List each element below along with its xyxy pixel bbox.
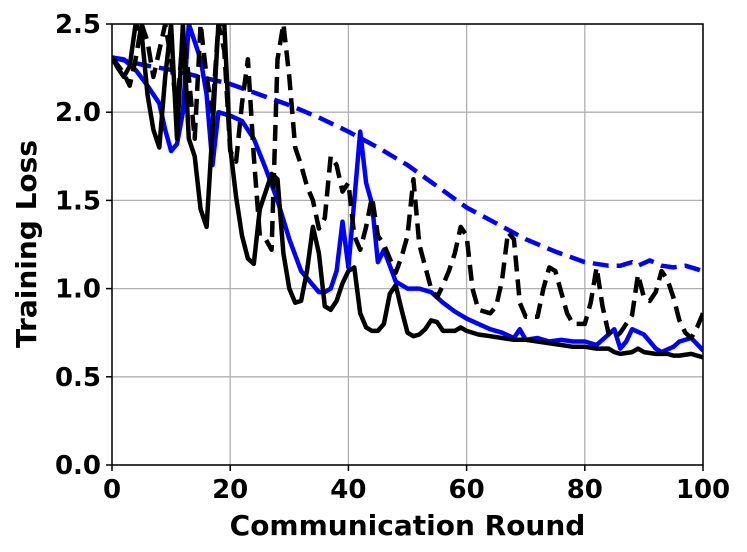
y-tick-label: 1.5 [55,186,101,216]
x-axis-ticks: 0 20 40 60 80 100 [103,465,730,505]
x-tick-label: 60 [449,475,485,505]
series-line-2 [112,24,703,355]
y-tick-label: 0.5 [55,363,101,393]
y-tick-label: 1.0 [55,275,101,305]
grid [111,23,704,466]
x-tick-label: 40 [330,475,366,505]
x-tick-label: 100 [676,475,730,505]
series-line-3 [112,24,703,341]
y-tick-label: 0.0 [55,451,101,481]
x-tick-label: 80 [567,475,603,505]
plot-frame [111,23,704,466]
x-tick-label: 20 [212,475,248,505]
y-tick-label: 2.0 [55,98,101,128]
series-group [112,24,703,360]
y-tick-label: 2.5 [55,10,101,40]
series-line-1 [112,55,703,274]
x-axis-title: Communication Round [230,509,586,542]
x-tick-label: 0 [103,475,121,505]
y-axis-ticks: 0.0 0.5 1.0 1.5 2.0 2.5 [55,10,112,481]
series-line-4 [112,24,703,360]
y-axis-title: Training Loss [10,140,43,348]
